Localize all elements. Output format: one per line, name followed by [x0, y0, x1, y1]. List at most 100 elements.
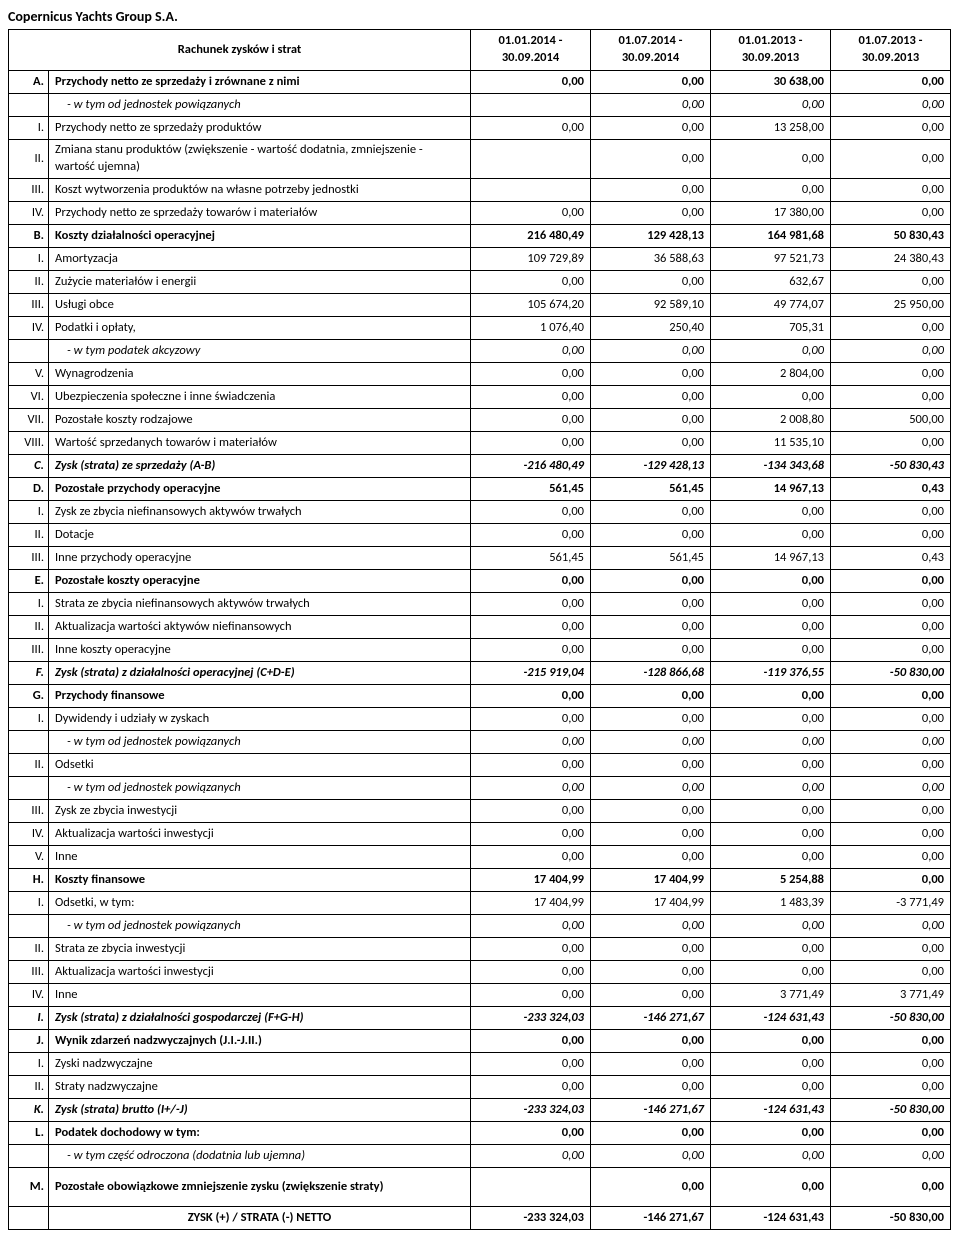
row-value: 0,00 [831, 731, 951, 754]
row-value: 0,00 [471, 386, 591, 409]
row-id: II. [9, 524, 49, 547]
table-row: D.Pozostałe przychody operacyjne561,4556… [9, 478, 951, 501]
row-value: 0,00 [831, 1076, 951, 1099]
row-value: 0,00 [591, 202, 711, 225]
row-value: 0,00 [471, 432, 591, 455]
row-value: 0,00 [831, 869, 951, 892]
row-value: 1 483,39 [711, 892, 831, 915]
row-description: Zysk (strata) z działalności gospodarcze… [49, 1007, 471, 1030]
table-row: E.Pozostałe koszty operacyjne0,000,000,0… [9, 570, 951, 593]
table-row: K.Zysk (strata) brutto (I+/-J)-233 324,0… [9, 1099, 951, 1122]
table-row: IV.Przychody netto ze sprzedaży towarów … [9, 202, 951, 225]
row-id: IV. [9, 984, 49, 1007]
row-value: 0,00 [471, 777, 591, 800]
row-value: 0,00 [711, 754, 831, 777]
row-value: 0,00 [471, 754, 591, 777]
row-description: Straty nadzwyczajne [49, 1076, 471, 1099]
row-description: Zmiana stanu produktów (zwiększenie - wa… [49, 140, 471, 179]
row-id: I. [9, 708, 49, 731]
row-value: 0,43 [831, 547, 951, 570]
row-value: 0,00 [471, 685, 591, 708]
table-row: C.Zysk (strata) ze sprzedaży (A-B)-216 4… [9, 455, 951, 478]
table-row: III.Inne przychody operacyjne561,45561,4… [9, 547, 951, 570]
row-value: 50 830,43 [831, 225, 951, 248]
row-value: 0,00 [471, 340, 591, 363]
row-value: 705,31 [711, 317, 831, 340]
table-row: I.Strata ze zbycia niefinansowych aktywó… [9, 593, 951, 616]
table-row: B.Koszty działalności operacyjnej216 480… [9, 225, 951, 248]
row-value: 0,00 [591, 363, 711, 386]
row-value: 0,00 [471, 409, 591, 432]
header-description: Rachunek zysków i strat [9, 30, 471, 71]
row-value: -50 830,43 [831, 455, 951, 478]
row-value: 0,00 [591, 1168, 711, 1207]
row-value: 0,00 [591, 1030, 711, 1053]
row-value: 0,00 [831, 271, 951, 294]
row-value: 632,67 [711, 271, 831, 294]
row-value: 0,00 [591, 708, 711, 731]
row-description: Ubezpieczenia społeczne i inne świadczen… [49, 386, 471, 409]
table-row: II.Zużycie materiałów i energii0,000,006… [9, 271, 951, 294]
row-value: 0,00 [831, 1053, 951, 1076]
row-value: 0,00 [831, 777, 951, 800]
table-row: A.Przychody netto ze sprzedaży i zrównan… [9, 71, 951, 94]
row-value: 0,00 [831, 117, 951, 140]
table-row: II.Dotacje0,000,000,000,00 [9, 524, 951, 547]
row-value: 0,00 [471, 117, 591, 140]
row-value: 0,00 [831, 1145, 951, 1168]
row-description: Usługi obce [49, 294, 471, 317]
row-id [9, 915, 49, 938]
row-value: 0,00 [831, 340, 951, 363]
row-value: 0,00 [591, 570, 711, 593]
table-row: I.Amortyzacja109 729,8936 588,6397 521,7… [9, 248, 951, 271]
row-description: Zysk (strata) ze sprzedaży (A-B) [49, 455, 471, 478]
row-id [9, 94, 49, 117]
row-description: Pozostałe przychody operacyjne [49, 478, 471, 501]
row-value: 0,00 [831, 961, 951, 984]
row-description: Zysk ze zbycia niefinansowych aktywów tr… [49, 501, 471, 524]
row-value: 0,00 [471, 1122, 591, 1145]
row-value: 0,00 [711, 179, 831, 202]
row-value: 0,00 [471, 271, 591, 294]
row-value: 17 404,99 [591, 892, 711, 915]
row-value: 0,00 [831, 1030, 951, 1053]
header-period-3: 01.01.2013 - 30.09.2013 [711, 30, 831, 71]
row-description: Strata ze zbycia niefinansowych aktywów … [49, 593, 471, 616]
row-value: 0,00 [591, 777, 711, 800]
row-value: 3 771,49 [711, 984, 831, 1007]
row-value: 0,00 [711, 639, 831, 662]
row-value: 561,45 [471, 547, 591, 570]
row-value: -129 428,13 [591, 455, 711, 478]
row-value: 0,00 [711, 593, 831, 616]
row-description: Aktualizacja wartości inwestycji [49, 961, 471, 984]
table-row: VII.Pozostałe koszty rodzajowe0,000,002 … [9, 409, 951, 432]
row-value: 0,00 [471, 639, 591, 662]
row-value: 11 535,10 [711, 432, 831, 455]
row-value: 0,00 [471, 570, 591, 593]
row-value: -128 866,68 [591, 662, 711, 685]
row-value: -233 324,03 [471, 1207, 591, 1230]
row-value: -233 324,03 [471, 1099, 591, 1122]
row-value: 0,00 [591, 340, 711, 363]
row-value: 0,00 [591, 432, 711, 455]
header-period-2: 01.07.2014 - 30.09.2014 [591, 30, 711, 71]
row-value: 0,00 [711, 94, 831, 117]
row-value: -50 830,00 [831, 1099, 951, 1122]
row-value: 97 521,73 [711, 248, 831, 271]
row-value: 0,00 [711, 386, 831, 409]
row-value: 17 404,99 [591, 869, 711, 892]
table-row: G.Przychody finansowe0,000,000,000,00 [9, 685, 951, 708]
table-row: - w tym od jednostek powiązanych0,000,00… [9, 94, 951, 117]
row-id: II. [9, 938, 49, 961]
row-id: II. [9, 271, 49, 294]
row-id: G. [9, 685, 49, 708]
row-value: 0,00 [831, 846, 951, 869]
row-value: 0,43 [831, 478, 951, 501]
row-description: Zysk (strata) z działalności operacyjnej… [49, 662, 471, 685]
row-value: 0,00 [831, 915, 951, 938]
row-value: 0,00 [711, 1168, 831, 1207]
row-value: 3 771,49 [831, 984, 951, 1007]
row-value: 0,00 [711, 1053, 831, 1076]
row-value: 0,00 [471, 501, 591, 524]
row-id: VII. [9, 409, 49, 432]
